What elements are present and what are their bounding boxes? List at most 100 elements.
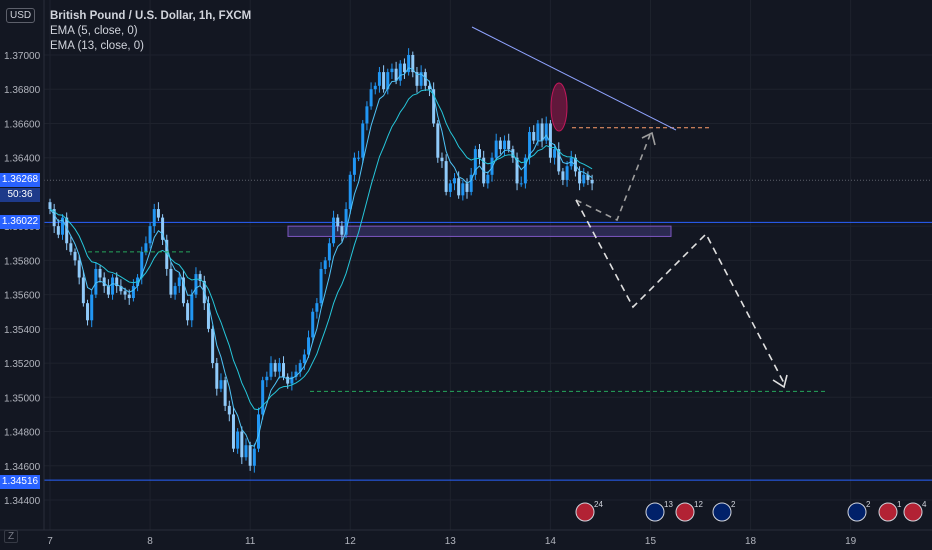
candle-body (528, 132, 532, 158)
candle-body (332, 217, 336, 244)
ema-fast-label[interactable]: EMA (5, close, 0) (50, 25, 138, 37)
candle-body (323, 260, 327, 269)
event-count-label: 1 (897, 500, 902, 509)
candle-body (231, 414, 235, 449)
ema-5-line (49, 67, 593, 447)
candle-body (461, 183, 465, 196)
uk-flag-icon (645, 502, 665, 522)
symbol-title[interactable]: British Pound / U.S. Dollar, 1h, FXCM (50, 10, 252, 22)
candle-body (486, 174, 490, 184)
event-count-label: 24 (594, 500, 603, 509)
alt-projection-path (575, 134, 651, 222)
price-tick-label: 1.36800 (4, 85, 41, 96)
candle-body (302, 354, 306, 364)
candle-body (106, 286, 110, 295)
candle-body (111, 277, 115, 295)
candle-body (407, 55, 411, 73)
price-tick-label: 1.34800 (4, 428, 41, 439)
candle-body (452, 178, 456, 184)
candle-body (352, 157, 356, 175)
time-tick-label: 8 (147, 536, 153, 547)
uk-flag-icon (712, 502, 732, 522)
price-tick-label: 1.36600 (4, 119, 41, 130)
candle-body (244, 445, 248, 458)
candle-body (319, 268, 323, 304)
candle-body (131, 286, 135, 299)
candle-body (282, 363, 286, 377)
candle-body (490, 157, 494, 175)
time-tick-label: 11 (245, 536, 256, 547)
candle-body (269, 363, 273, 377)
candle-body (161, 217, 165, 240)
candle-body (211, 328, 215, 364)
main-projection-arrowhead (772, 374, 788, 389)
candle-body (77, 260, 81, 278)
candle-body (56, 226, 60, 235)
candle-body (478, 149, 482, 158)
candle-body (127, 294, 131, 299)
candle-body (140, 251, 144, 278)
candle-body (52, 209, 56, 227)
candle-body (265, 376, 269, 381)
alt-projection-arrowhead (641, 131, 656, 146)
candle-body (536, 123, 540, 141)
candle-body (561, 171, 565, 180)
ema-13-line (49, 89, 593, 411)
candle-body (494, 140, 498, 158)
candle-body (144, 243, 148, 252)
candle-body (81, 277, 85, 304)
candle-body (503, 140, 507, 150)
price-tick-label: 1.37000 (4, 51, 41, 62)
candle-body (586, 174, 590, 180)
candle-body (94, 268, 98, 295)
candle-body (277, 363, 281, 372)
candle-body (565, 166, 569, 180)
auto-scale-button[interactable]: Z (4, 530, 19, 543)
event-count-label: 13 (664, 500, 673, 509)
candle-body (465, 183, 469, 192)
candle-body (390, 68, 394, 73)
candle-body (507, 140, 511, 150)
candle-body (86, 303, 90, 321)
descending-trendline (471, 26, 677, 131)
main-projection-path (575, 199, 786, 386)
current-price-tag: 1.36268 (0, 173, 40, 187)
candle-body (365, 106, 369, 124)
candle-body (169, 268, 173, 295)
price-tick-label: 1.34600 (4, 462, 41, 473)
candle-body (361, 123, 365, 158)
candle-body (315, 303, 319, 312)
candle-body (119, 286, 123, 292)
candle-body (469, 174, 473, 192)
price-tick-label: 1.35400 (4, 325, 41, 336)
support-level-tag: 1.36022 (0, 215, 40, 229)
price-tick-label: 1.35800 (4, 256, 41, 267)
candle-body (290, 376, 294, 384)
candle-body (102, 277, 106, 287)
us-flag-icon (903, 502, 923, 522)
candle-body (382, 72, 386, 90)
candle-body (240, 431, 244, 458)
candle-body (553, 149, 557, 158)
economic-events[interactable]: 24 13 12 2 2 1 4 (575, 500, 927, 522)
candle-body (298, 363, 302, 372)
drawing-zones (44, 179, 932, 481)
price-axis[interactable]: 1.370001.368001.366001.364001.360001.358… (4, 0, 45, 530)
candle-body (415, 72, 419, 86)
candle-body (148, 226, 152, 244)
candle-body (457, 178, 461, 196)
candle-body (398, 63, 402, 81)
currency-badge[interactable]: USD (6, 8, 36, 23)
candle-body (340, 226, 344, 235)
candle-body (515, 157, 519, 184)
candle-body (156, 209, 160, 218)
candle-body (73, 251, 77, 261)
candle-body (578, 171, 582, 184)
candle-body (48, 202, 52, 210)
candle-body (373, 85, 377, 90)
time-axis[interactable]: 7 8 11 12 13 14 15 18 19 (0, 529, 932, 547)
ema-slow-label[interactable]: EMA (13, close, 0) (50, 40, 144, 52)
time-tick-label: 13 (445, 536, 457, 547)
